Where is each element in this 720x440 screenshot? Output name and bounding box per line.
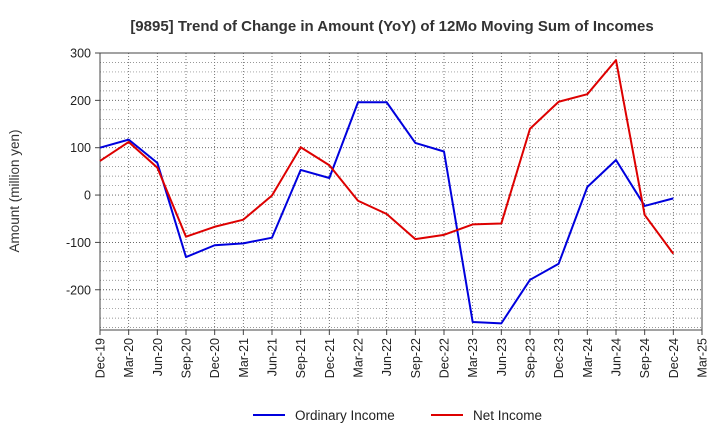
x-tick-label: Dec-24 — [667, 338, 681, 378]
x-tick-label: Mar-22 — [352, 338, 366, 378]
x-tick-label: Jun-22 — [380, 338, 394, 376]
x-tick-label: Jun-24 — [610, 338, 624, 376]
x-tick-label: Sep-23 — [524, 338, 538, 378]
x-tick-label: Mar-24 — [581, 338, 595, 378]
x-tick-label: Mar-25 — [696, 338, 710, 378]
legend-label: Net Income — [473, 408, 542, 423]
legend-label: Ordinary Income — [295, 408, 395, 423]
series-line-net-income — [99, 59, 675, 255]
x-tick-label: Sep-22 — [409, 338, 423, 378]
y-tick-label: 100 — [70, 141, 91, 155]
y-tick-label: 0 — [84, 189, 91, 203]
x-tick-label: Jun-21 — [266, 338, 280, 376]
x-tick-label: Dec-20 — [208, 338, 222, 378]
x-tick-label: Sep-24 — [638, 338, 652, 378]
y-tick-label: -200 — [66, 283, 91, 297]
y-tick-label: 300 — [70, 47, 91, 61]
x-tick-label: Dec-23 — [552, 338, 566, 378]
series-line-ordinary-income — [99, 101, 674, 325]
x-tick-label: Dec-19 — [94, 338, 108, 378]
x-tick-label: Mar-21 — [237, 338, 251, 378]
y-tick-label: -100 — [66, 236, 91, 250]
x-tick-label: Dec-21 — [323, 338, 337, 378]
chart-title: [9895] Trend of Change in Amount (YoY) o… — [130, 18, 653, 35]
x-tick-label: Mar-20 — [122, 338, 136, 378]
plot-area: 300 200 100 0 -100 -200 Dec-19 Mar-20 Jun-20 Sep-… — [66, 47, 710, 379]
x-tick-label: Jun-20 — [151, 338, 165, 376]
legend: Ordinary Income Net Income — [253, 408, 542, 423]
y-axis-title: Amount (million yen) — [7, 129, 22, 252]
x-tick-label: Jun-23 — [495, 338, 509, 376]
x-tick-label: Dec-22 — [438, 338, 452, 378]
x-tick-label: Sep-21 — [294, 338, 308, 378]
x-tick-label: Mar-23 — [466, 338, 480, 378]
y-tick-label: 200 — [70, 94, 91, 108]
x-tick-label: Sep-20 — [180, 338, 194, 378]
plot-border — [99, 52, 703, 331]
